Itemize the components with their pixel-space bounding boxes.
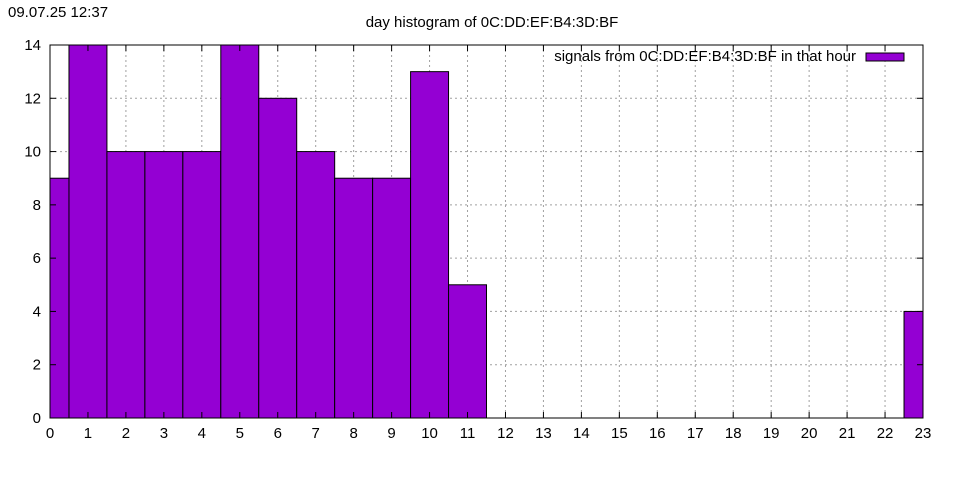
x-tick-label: 16 [649, 425, 666, 442]
x-tick-label: 10 [421, 425, 438, 442]
x-tick-label: 8 [349, 425, 357, 442]
y-tick-label: 2 [33, 357, 41, 374]
x-tick-label: 23 [915, 425, 932, 442]
y-tick-label: 4 [33, 303, 41, 320]
y-tick-label: 12 [24, 90, 41, 107]
x-tick-label: 15 [611, 425, 628, 442]
x-tick-label: 3 [160, 425, 168, 442]
legend-swatch [865, 52, 905, 62]
x-tick-label: 13 [535, 425, 552, 442]
histogram-bar [220, 44, 260, 419]
x-tick-label: 18 [725, 425, 742, 442]
histogram-bar [182, 151, 222, 419]
legend: signals from 0C:DD:EF:B4:3D:BF in that h… [554, 48, 905, 65]
histogram-bar [49, 177, 70, 419]
histogram-bar [410, 71, 450, 419]
x-tick-label: 12 [497, 425, 514, 442]
x-tick-label: 5 [236, 425, 244, 442]
y-tick-label: 0 [33, 410, 41, 427]
y-tick-label: 14 [24, 37, 41, 54]
timestamp: 09.07.25 12:37 [8, 4, 109, 21]
histogram-bar [334, 177, 374, 419]
histogram-bar [106, 151, 146, 419]
x-tick-label: 21 [839, 425, 856, 442]
y-tick-label: 10 [24, 144, 41, 161]
bars [49, 44, 924, 419]
histogram-bar [144, 151, 184, 419]
legend-label: signals from 0C:DD:EF:B4:3D:BF in that h… [554, 48, 856, 65]
x-tick-label: 1 [84, 425, 92, 442]
x-tick-label: 0 [46, 425, 54, 442]
x-tick-label: 17 [687, 425, 704, 442]
x-tick-label: 19 [763, 425, 780, 442]
x-tick-label: 2 [122, 425, 130, 442]
plot-frame [49, 44, 924, 419]
x-tick-label: 22 [877, 425, 894, 442]
histogram-bar [68, 44, 108, 419]
histogram-bar [448, 284, 488, 419]
x-tick-label: 6 [274, 425, 282, 442]
x-tick-label: 11 [460, 425, 476, 442]
x-tick-label: 20 [801, 425, 818, 442]
x-tick-label: 7 [312, 425, 320, 442]
x-tick-label: 14 [573, 425, 590, 442]
y-tick-label: 8 [33, 197, 41, 214]
histogram-bar [372, 177, 412, 419]
histogram-bar [258, 97, 298, 419]
chart-title: day histogram of 0C:DD:EF:B4:3D:BF [366, 14, 619, 31]
histogram-bar [296, 151, 336, 419]
y-tick-label: 6 [33, 250, 41, 267]
x-tick-label: 4 [198, 425, 206, 442]
x-tick-label: 9 [387, 425, 395, 442]
